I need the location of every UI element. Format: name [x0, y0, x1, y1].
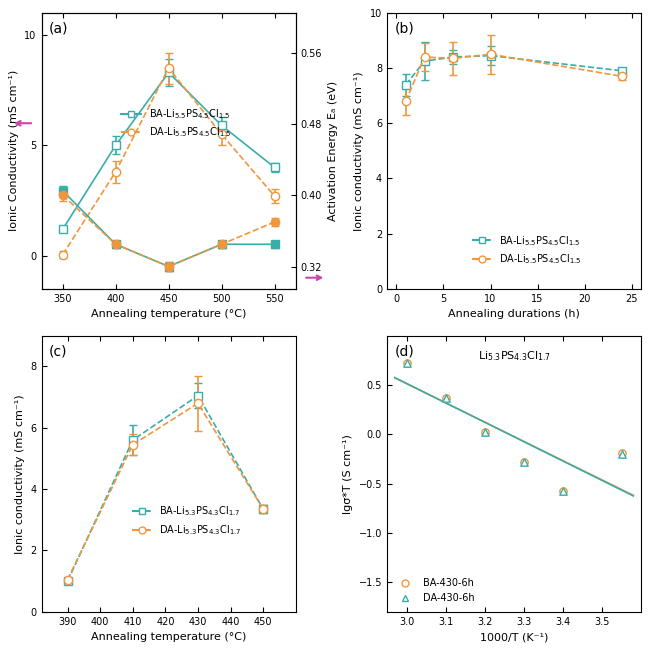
- Point: [558, 486, 568, 497]
- Legend: BA-430-6h, DA-430-6h: BA-430-6h, DA-430-6h: [392, 574, 478, 607]
- Point: [401, 358, 411, 368]
- Point: [480, 427, 490, 437]
- Point: [401, 358, 411, 368]
- Point: [441, 393, 451, 403]
- Text: Li$_{5.3}$PS$_{4.3}$Cl$_{1.7}$: Li$_{5.3}$PS$_{4.3}$Cl$_{1.7}$: [478, 350, 551, 363]
- Text: (a): (a): [49, 21, 69, 35]
- Y-axis label: Ionic conductivity (mS cm⁻¹): Ionic conductivity (mS cm⁻¹): [15, 394, 25, 553]
- Y-axis label: Ionic Conductivity (mS cm⁻¹): Ionic Conductivity (mS cm⁻¹): [9, 70, 19, 232]
- Text: (c): (c): [49, 344, 68, 358]
- Point: [558, 486, 568, 497]
- Text: (b): (b): [395, 21, 414, 35]
- Point: [616, 449, 627, 459]
- Text: (d): (d): [395, 344, 414, 358]
- Point: [480, 427, 490, 437]
- X-axis label: 1000/T (K⁻¹): 1000/T (K⁻¹): [480, 632, 548, 642]
- Legend: BA-Li$_{5.5}$PS$_{4.5}$Cl$_{1.5}$, DA-Li$_{5.5}$PS$_{4.5}$Cl$_{1.5}$: BA-Li$_{5.5}$PS$_{4.5}$Cl$_{1.5}$, DA-Li…: [118, 103, 235, 143]
- Legend: BA-Li$_{5.5}$PS$_{4.5}$Cl$_{1.5}$, DA-Li$_{5.5}$PS$_{4.5}$Cl$_{1.5}$: BA-Li$_{5.5}$PS$_{4.5}$Cl$_{1.5}$, DA-Li…: [468, 230, 586, 270]
- Y-axis label: Activation Energy Eₐ (eV): Activation Energy Eₐ (eV): [328, 81, 337, 221]
- X-axis label: Annealing temperature (°C): Annealing temperature (°C): [91, 632, 246, 642]
- Point: [441, 393, 451, 403]
- Point: [519, 457, 529, 467]
- Legend: BA-Li$_{5.3}$PS$_{4.3}$Cl$_{1.7}$, DA-Li$_{5.3}$PS$_{4.3}$Cl$_{1.7}$: BA-Li$_{5.3}$PS$_{4.3}$Cl$_{1.7}$, DA-Li…: [128, 501, 245, 541]
- Point: [519, 457, 529, 467]
- Y-axis label: Ionic conductivity (mS cm⁻¹): Ionic conductivity (mS cm⁻¹): [354, 71, 364, 230]
- X-axis label: Annealing temperature (°C): Annealing temperature (°C): [91, 309, 246, 319]
- X-axis label: Annealing durations (h): Annealing durations (h): [448, 309, 580, 319]
- Point: [616, 448, 627, 458]
- Y-axis label: lgσ*T (S cm⁻¹): lgσ*T (S cm⁻¹): [343, 434, 353, 514]
